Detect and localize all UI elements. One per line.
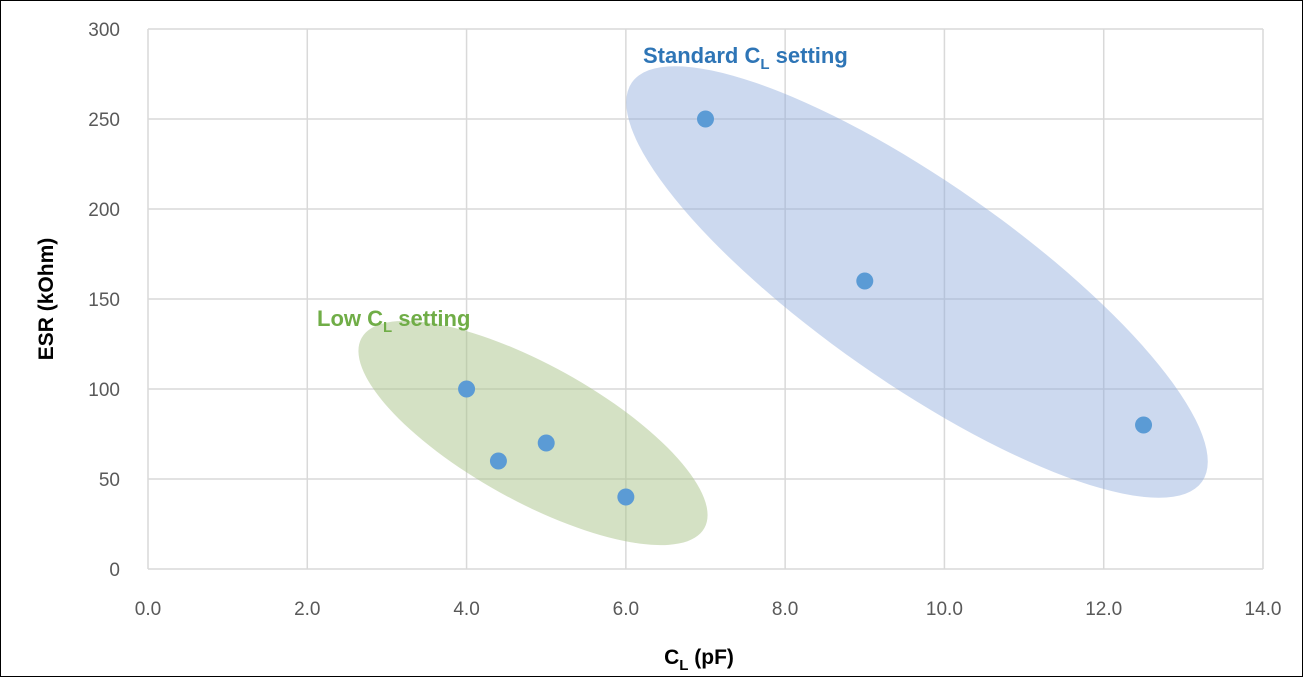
y-tick-label: 250	[88, 110, 120, 131]
x-tick-label: 6.0	[613, 599, 639, 620]
data-point	[458, 380, 476, 398]
y-tick-label: 0	[109, 560, 120, 581]
x-axis-title-subscript: L	[679, 657, 688, 674]
y-tick-label: 200	[88, 200, 120, 221]
standard-cl-region	[626, 66, 1208, 498]
low-annotation-subscript: L	[383, 319, 392, 336]
standard-annotation-subscript: L	[760, 56, 769, 73]
x-tick-label: 4.0	[453, 599, 479, 620]
x-axis-title: CL (pF)	[664, 646, 734, 674]
x-tick-label: 14.0	[1245, 599, 1282, 620]
data-point	[617, 488, 635, 506]
x-tick-label: 2.0	[294, 599, 320, 620]
low-cl-region	[358, 320, 708, 546]
data-point	[1135, 416, 1153, 434]
data-point	[697, 110, 714, 128]
data-point	[856, 272, 874, 290]
low-annotation-main: Low C	[317, 306, 383, 331]
y-tick-label: 300	[88, 20, 120, 41]
y-tick-label: 100	[88, 380, 120, 401]
x-tick-label: 10.0	[926, 599, 963, 620]
y-axis-title: ESR (kOhm)	[35, 238, 58, 361]
tick-labels: 0 50 100 150 200 250 300 0.0 2.0 4.0 6.0 8.0 10.0 12.…	[88, 20, 1281, 620]
low-cl-annotation: Low CL setting	[317, 306, 470, 336]
standard-annotation-suffix: setting	[770, 43, 848, 68]
cluster-regions	[358, 66, 1208, 546]
x-tick-label: 8.0	[772, 599, 798, 620]
x-tick-label: 12.0	[1085, 599, 1122, 620]
standard-annotation-main: Standard C	[643, 43, 760, 68]
data-point	[489, 452, 507, 470]
y-tick-label: 50	[99, 470, 120, 491]
x-tick-label: 0.0	[135, 599, 161, 620]
x-axis-title-main: C	[664, 646, 679, 669]
standard-cl-annotation: Standard CL setting	[643, 43, 848, 73]
y-tick-label: 150	[88, 290, 120, 311]
x-axis-title-unit: (pF)	[688, 646, 733, 669]
data-points	[458, 110, 1153, 506]
data-point	[537, 434, 555, 452]
low-annotation-suffix: setting	[392, 306, 470, 331]
